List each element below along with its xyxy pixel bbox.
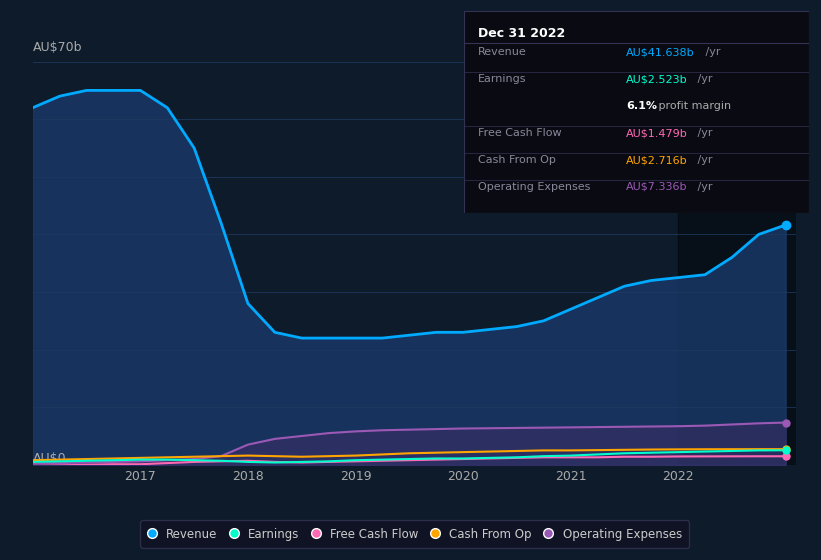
- Text: AU$1.479b: AU$1.479b: [626, 128, 688, 138]
- Text: /yr: /yr: [702, 48, 720, 58]
- Text: AU$70b: AU$70b: [33, 40, 82, 54]
- Text: /yr: /yr: [695, 182, 713, 192]
- Text: AU$0: AU$0: [33, 452, 67, 465]
- Text: /yr: /yr: [695, 155, 713, 165]
- Text: AU$7.336b: AU$7.336b: [626, 182, 687, 192]
- Text: Cash From Op: Cash From Op: [478, 155, 556, 165]
- Bar: [678, 62, 796, 465]
- Text: 6.1%: 6.1%: [626, 101, 657, 111]
- Text: Dec 31 2022: Dec 31 2022: [478, 27, 565, 40]
- Text: Revenue: Revenue: [478, 48, 526, 58]
- Text: profit margin: profit margin: [655, 101, 732, 111]
- Text: Operating Expenses: Operating Expenses: [478, 182, 590, 192]
- Text: Earnings: Earnings: [478, 74, 526, 85]
- Text: AU$2.523b: AU$2.523b: [626, 74, 687, 85]
- Legend: Revenue, Earnings, Free Cash Flow, Cash From Op, Operating Expenses: Revenue, Earnings, Free Cash Flow, Cash …: [140, 520, 689, 548]
- FancyBboxPatch shape: [464, 11, 809, 213]
- Text: Free Cash Flow: Free Cash Flow: [478, 128, 562, 138]
- Text: AU$41.638b: AU$41.638b: [626, 48, 695, 58]
- Text: /yr: /yr: [695, 74, 713, 85]
- Text: AU$2.716b: AU$2.716b: [626, 155, 687, 165]
- Text: /yr: /yr: [695, 128, 713, 138]
